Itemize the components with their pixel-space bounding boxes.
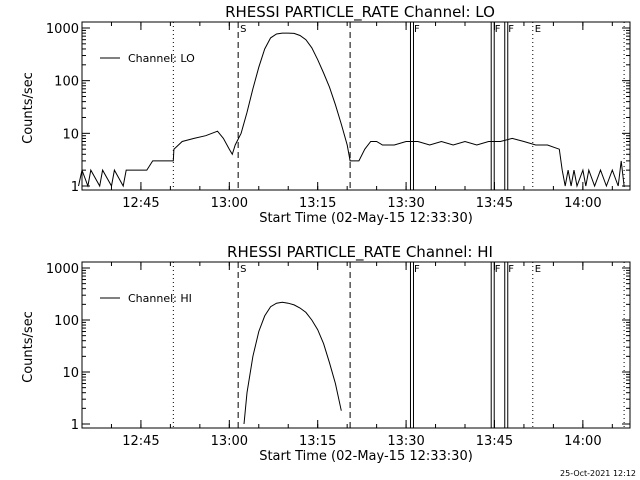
marker-label: F [414, 24, 420, 35]
y-tick-label: 10 [62, 366, 79, 381]
footer-timestamp: 25-Oct-2021 12:12 [560, 469, 636, 478]
x-tick-label: 13:45 [476, 434, 513, 449]
marker-label: F [508, 24, 514, 35]
x-tick-label: 12:45 [122, 196, 159, 211]
y-tick-label: 100 [54, 75, 79, 90]
y-tick-label: 1000 [46, 262, 79, 277]
x-tick-label: 13:30 [387, 434, 424, 449]
x-tick-label: 13:00 [211, 196, 248, 211]
y-tick-label: 10 [62, 127, 79, 142]
lo-channel-panel: RHESSI PARTICLE_RATE Channel: LO 1 10 100 10… [21, 3, 631, 226]
legend-entry: Channel: HI [128, 292, 192, 305]
x-axis-label: Start Time (02-May-15 12:33:30) [259, 211, 473, 226]
marker-label: S [240, 264, 246, 275]
y-tick-label: 100 [54, 314, 79, 329]
series-line [78, 32, 625, 188]
series-line [243, 301, 342, 425]
plot-frame [81, 261, 631, 429]
x-tick-label: 13:15 [299, 196, 336, 211]
marker-label: F [495, 24, 501, 35]
chart-title: RHESSI PARTICLE_RATE Channel: LO [225, 3, 495, 22]
x-tick-label: 12:45 [122, 434, 159, 449]
x-tick-label: 13:45 [476, 196, 513, 211]
x-tick-label: 14:00 [564, 196, 601, 211]
marker-label: F [508, 264, 514, 275]
chart-title: RHESSI PARTICLE_RATE Channel: HI [227, 243, 493, 262]
x-tick-label: 13:15 [299, 434, 336, 449]
marker-label: E [535, 264, 541, 275]
x-tick-label: 13:30 [387, 196, 424, 211]
x-axis-label: Start Time (02-May-15 12:33:30) [259, 449, 473, 464]
x-tick-label: 13:00 [211, 434, 248, 449]
y-tick-label: 1000 [46, 22, 79, 37]
y-axis-label: Counts/sec [21, 311, 36, 383]
marker-label: F [495, 264, 501, 275]
marker-label: F [414, 264, 420, 275]
marker-label: S [240, 24, 246, 35]
plot-frame [81, 21, 631, 191]
hi-channel-panel: RHESSI PARTICLE_RATE Channel: HI 1 10 100 10… [21, 243, 631, 464]
marker-label: E [535, 24, 541, 35]
y-tick-label: 1 [71, 418, 79, 433]
y-tick-label: 1 [71, 180, 79, 195]
y-axis-label: Counts/sec [21, 72, 36, 144]
x-tick-label: 14:00 [564, 434, 601, 449]
legend-entry: Channel: LO [128, 52, 195, 65]
